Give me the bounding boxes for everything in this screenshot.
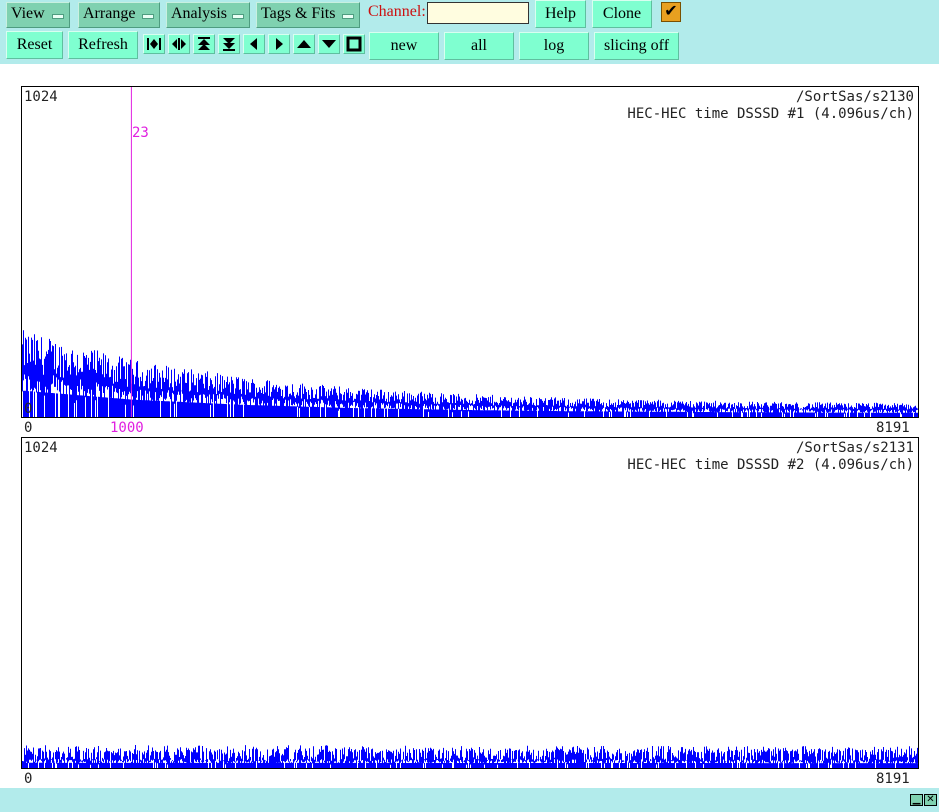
x-max-label-2: 8191 bbox=[876, 771, 910, 787]
dropdown-icon bbox=[52, 14, 64, 19]
double-up-icon[interactable] bbox=[193, 34, 215, 54]
arrange-menu[interactable]: Arrange bbox=[78, 2, 160, 28]
spectrum-title: HEC-HEC time DSSSD #2 (4.096us/ch) bbox=[627, 457, 914, 473]
help-button[interactable]: Help bbox=[535, 0, 586, 28]
spectrum-plot-2 bbox=[22, 745, 918, 768]
spectrum-panel-1[interactable]: 1024 0 /SortSas/s2130 HEC-HEC time DSSSD… bbox=[21, 86, 919, 418]
toolbar: View Arrange Analysis Tags & Fits Channe… bbox=[0, 0, 939, 64]
tags-fits-menu-label: Tags & Fits bbox=[261, 5, 336, 22]
log-button[interactable]: log bbox=[519, 32, 589, 60]
check-toggle[interactable]: ✔ bbox=[661, 2, 681, 22]
spectrum-plot-1 bbox=[22, 87, 918, 417]
up-icon[interactable] bbox=[293, 34, 315, 54]
y-min-label: 0 bbox=[24, 401, 33, 417]
full-view-icon[interactable] bbox=[343, 34, 365, 54]
left-icon[interactable] bbox=[243, 34, 265, 54]
view-menu-label: View bbox=[11, 5, 45, 22]
y-max-label: 1024 bbox=[24, 440, 58, 456]
new-button[interactable]: new bbox=[369, 32, 439, 60]
spectrum-fill bbox=[23, 390, 918, 417]
slicing-toggle-button[interactable]: slicing off bbox=[594, 32, 679, 60]
analysis-menu-label: Analysis bbox=[171, 5, 227, 22]
down-icon[interactable] bbox=[318, 34, 340, 54]
spectrum-fill bbox=[22, 762, 918, 768]
reset-button[interactable]: Reset bbox=[6, 31, 63, 59]
spectrum-title: HEC-HEC time DSSSD #1 (4.096us/ch) bbox=[627, 106, 914, 122]
minimize-icon[interactable]: ▁ bbox=[910, 794, 923, 806]
dropdown-icon bbox=[342, 14, 354, 19]
spectrum-path: /SortSas/s2131 bbox=[795, 440, 914, 456]
spectrum-path: /SortSas/s2130 bbox=[795, 89, 914, 105]
right-icon[interactable] bbox=[268, 34, 290, 54]
x-max-label-1: 8191 bbox=[876, 420, 910, 436]
spectrum-panel-2[interactable]: 1024 /SortSas/s2131 HEC-HEC time DSSSD #… bbox=[21, 437, 919, 769]
spectrum-histogram bbox=[22, 745, 918, 768]
refresh-button[interactable]: Refresh bbox=[68, 31, 138, 59]
close-icon[interactable]: ✕ bbox=[924, 794, 937, 806]
channel-input[interactable] bbox=[427, 2, 529, 24]
clone-button[interactable]: Clone bbox=[592, 0, 652, 28]
arrange-menu-label: Arrange bbox=[83, 5, 136, 22]
y-max-label: 1024 bbox=[24, 89, 58, 105]
expand-horizontal-icon[interactable] bbox=[143, 34, 165, 54]
marker-channel-label: 1000 bbox=[110, 420, 144, 436]
analysis-menu[interactable]: Analysis bbox=[166, 2, 250, 28]
dropdown-icon bbox=[232, 14, 244, 19]
marker-count-label: 23 bbox=[132, 125, 149, 141]
contract-horizontal-icon[interactable] bbox=[168, 34, 190, 54]
dropdown-icon bbox=[142, 14, 154, 19]
status-bar bbox=[0, 788, 939, 812]
spectrum-histogram bbox=[22, 330, 918, 417]
x-min-label-2: 0 bbox=[24, 771, 33, 787]
all-button[interactable]: all bbox=[444, 32, 514, 60]
channel-label: Channel: bbox=[368, 3, 426, 20]
view-menu[interactable]: View bbox=[6, 2, 70, 28]
tags-fits-menu[interactable]: Tags & Fits bbox=[256, 2, 360, 28]
double-down-icon[interactable] bbox=[218, 34, 240, 54]
x-min-label-1: 0 bbox=[24, 420, 33, 436]
